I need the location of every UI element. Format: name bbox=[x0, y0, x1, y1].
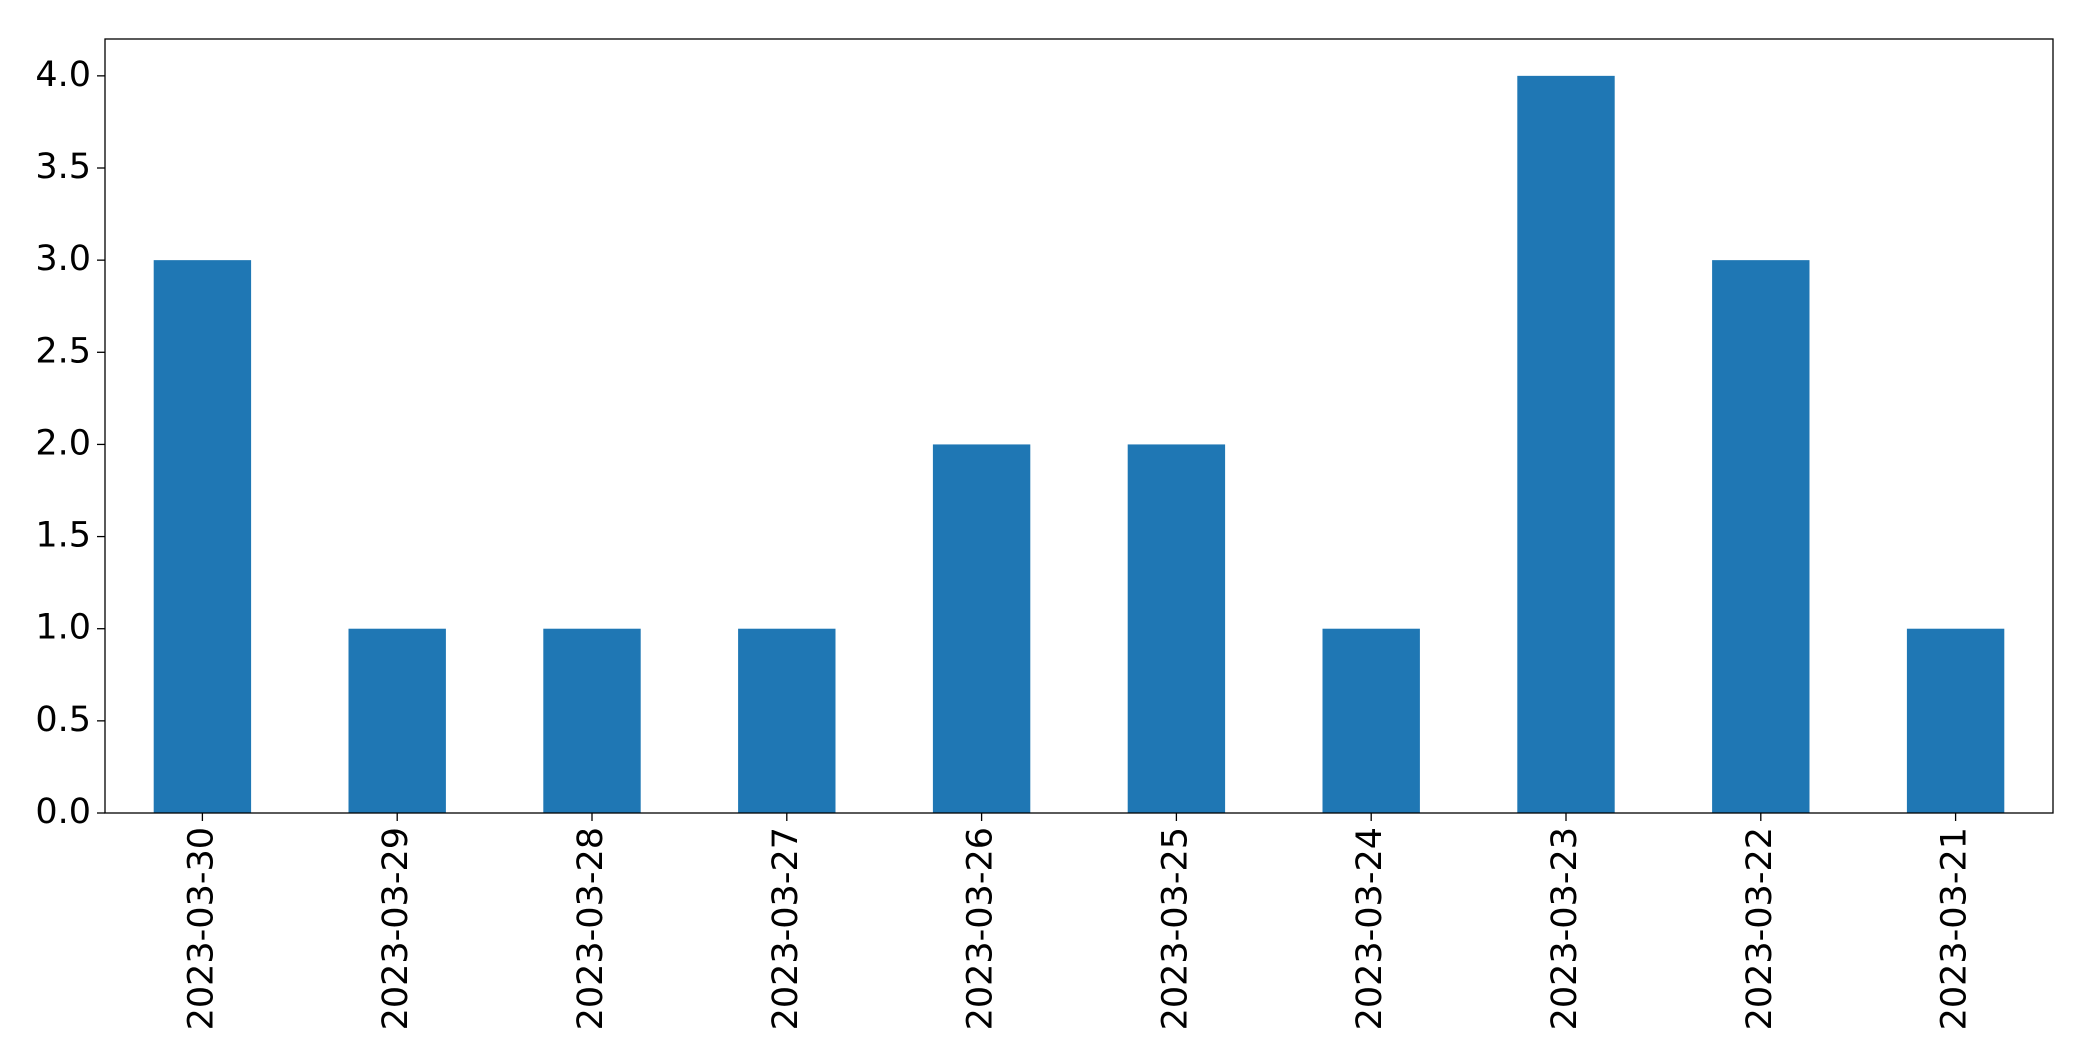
bar bbox=[1127, 444, 1226, 813]
x-tick-label: 2023-03-23 bbox=[1545, 827, 1585, 1030]
y-tick-label: 4.0 bbox=[35, 55, 91, 95]
x-tick-label: 2023-03-30 bbox=[181, 827, 221, 1030]
y-tick-label: 0.0 bbox=[35, 792, 91, 832]
plot-frame bbox=[104, 38, 2054, 814]
y-tick-label: 3.5 bbox=[35, 147, 91, 187]
x-tick-label: 2023-03-24 bbox=[1350, 827, 1390, 1030]
x-tick-label: 2023-03-25 bbox=[1155, 827, 1195, 1030]
bar bbox=[1906, 628, 2005, 813]
y-tick-label: 1.5 bbox=[35, 516, 91, 556]
y-tick-label: 2.5 bbox=[35, 331, 91, 371]
bar bbox=[543, 628, 641, 813]
y-tick-label: 2.0 bbox=[35, 423, 91, 463]
bar bbox=[1517, 75, 1615, 814]
bar bbox=[738, 628, 836, 813]
bar bbox=[153, 260, 252, 814]
bar bbox=[1322, 628, 1420, 813]
x-tick-label: 2023-03-21 bbox=[1935, 827, 1975, 1030]
bar bbox=[1712, 260, 1810, 814]
bar bbox=[932, 444, 1031, 813]
y-tick-label: 3.0 bbox=[35, 239, 91, 279]
x-tick-label: 2023-03-22 bbox=[1740, 827, 1780, 1030]
bar bbox=[348, 628, 446, 813]
x-tick-label: 2023-03-27 bbox=[766, 827, 806, 1030]
x-tick-label: 2023-03-29 bbox=[376, 827, 416, 1030]
x-tick-label: 2023-03-26 bbox=[961, 827, 1001, 1030]
y-tick-label: 1.0 bbox=[35, 608, 91, 648]
x-tick-label: 2023-03-28 bbox=[571, 827, 611, 1030]
y-tick-label: 0.5 bbox=[35, 700, 91, 740]
